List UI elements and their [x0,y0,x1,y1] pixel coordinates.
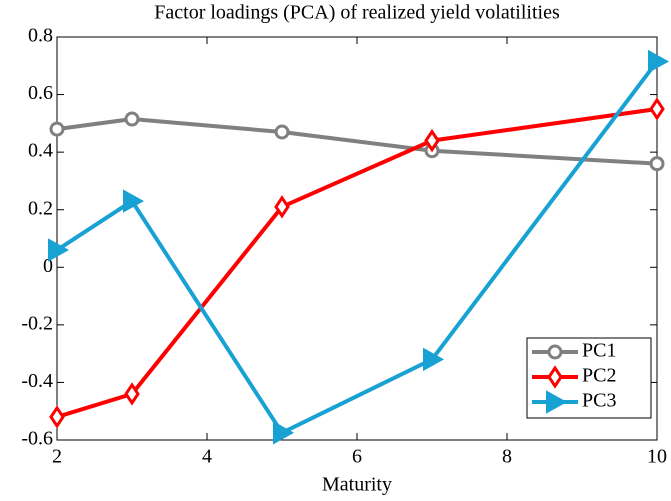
marker [49,121,65,137]
legend-label: PC3 [582,390,616,412]
marker [273,421,295,445]
marker [648,49,670,74]
legend-marker [547,344,563,360]
y-tick-label: 0 [43,255,53,277]
x-tick-label: 2 [52,446,62,468]
plot-frame [56,36,658,441]
marker [124,111,140,127]
chart-title: Factor loadings (PCA) of realized yield … [154,2,560,24]
marker [274,195,290,219]
x-axis-label: Maturity [322,474,392,496]
legend-label: PC1 [582,340,616,362]
x-tick-label: 6 [352,446,362,468]
y-tick-label: -0.6 [21,428,53,450]
x-tick-label: 8 [502,446,512,468]
series-line [56,117,658,166]
y-tick-label: -0.4 [21,370,53,392]
marker [649,97,665,121]
marker [424,128,440,153]
y-tick-label: 0.4 [28,140,53,162]
legend-marker [546,390,568,414]
y-tick-label: 0.6 [28,82,53,104]
x-tick-label: 10 [647,446,667,468]
marker [48,238,70,262]
x-tick-label: 4 [202,446,212,468]
marker [124,382,140,406]
marker [423,347,445,372]
legend-label: PC2 [582,365,616,387]
y-tick-label: -0.2 [21,312,53,334]
marker [49,405,65,429]
y-tick-label: 0.2 [28,197,53,219]
legend-marker [547,365,563,389]
marker [274,124,290,140]
y-tick-label: 0.8 [28,25,53,47]
marker [649,156,665,172]
marker [123,189,145,213]
